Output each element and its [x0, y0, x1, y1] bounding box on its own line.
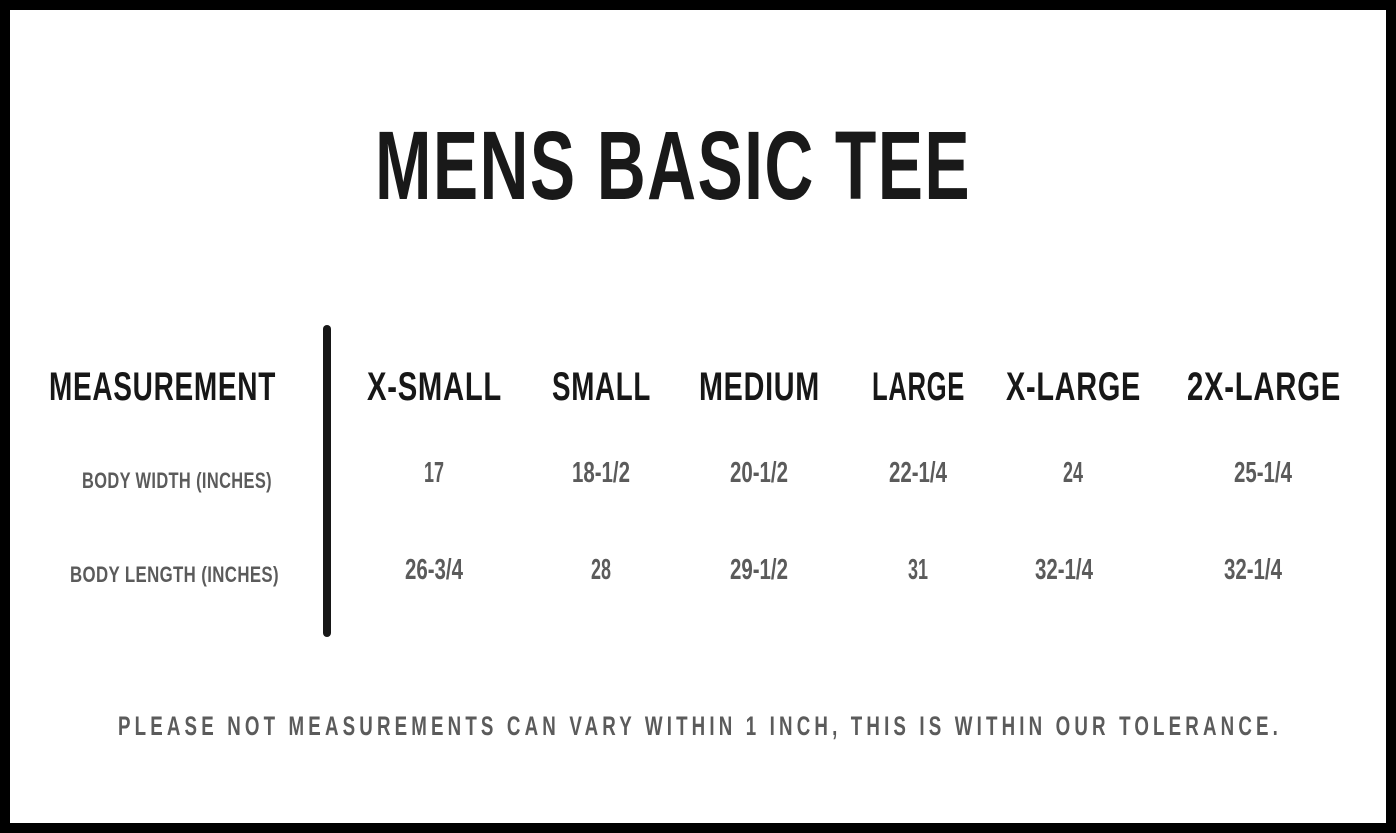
- svg-text:18-1/2: 18-1/2: [572, 457, 630, 489]
- svg-text:X-LARGE: X-LARGE: [1006, 365, 1141, 409]
- svg-text:X-SMALL: X-SMALL: [367, 365, 502, 409]
- svg-text:26-3/4: 26-3/4: [405, 554, 463, 586]
- svg-text:32-1/4: 32-1/4: [1035, 554, 1093, 586]
- svg-text:24: 24: [1063, 457, 1083, 489]
- svg-text:31: 31: [908, 554, 928, 586]
- svg-text:BODY LENGTH (INCHES): BODY LENGTH (INCHES): [70, 562, 279, 587]
- svg-text:PLEASE NOT MEASUREMENTS CAN VA: PLEASE NOT MEASUREMENTS CAN VARY WITHIN …: [118, 711, 1282, 741]
- svg-text:32-1/4: 32-1/4: [1224, 554, 1282, 586]
- svg-text:MENS BASIC TEE: MENS BASIC TEE: [375, 111, 971, 220]
- svg-text:LARGE: LARGE: [872, 365, 965, 409]
- svg-text:28: 28: [591, 554, 611, 586]
- svg-text:25-1/4: 25-1/4: [1234, 457, 1292, 489]
- svg-text:17: 17: [424, 457, 444, 489]
- svg-text:20-1/2: 20-1/2: [730, 457, 788, 489]
- svg-text:MEASUREMENT: MEASUREMENT: [49, 365, 276, 409]
- svg-text:MEDIUM: MEDIUM: [699, 365, 820, 409]
- svg-text:BODY WIDTH (INCHES): BODY WIDTH (INCHES): [82, 468, 272, 493]
- svg-text:29-1/2: 29-1/2: [730, 554, 788, 586]
- svg-text:SMALL: SMALL: [552, 365, 651, 409]
- svg-text:22-1/4: 22-1/4: [889, 457, 947, 489]
- svg-text:2X-LARGE: 2X-LARGE: [1187, 365, 1341, 409]
